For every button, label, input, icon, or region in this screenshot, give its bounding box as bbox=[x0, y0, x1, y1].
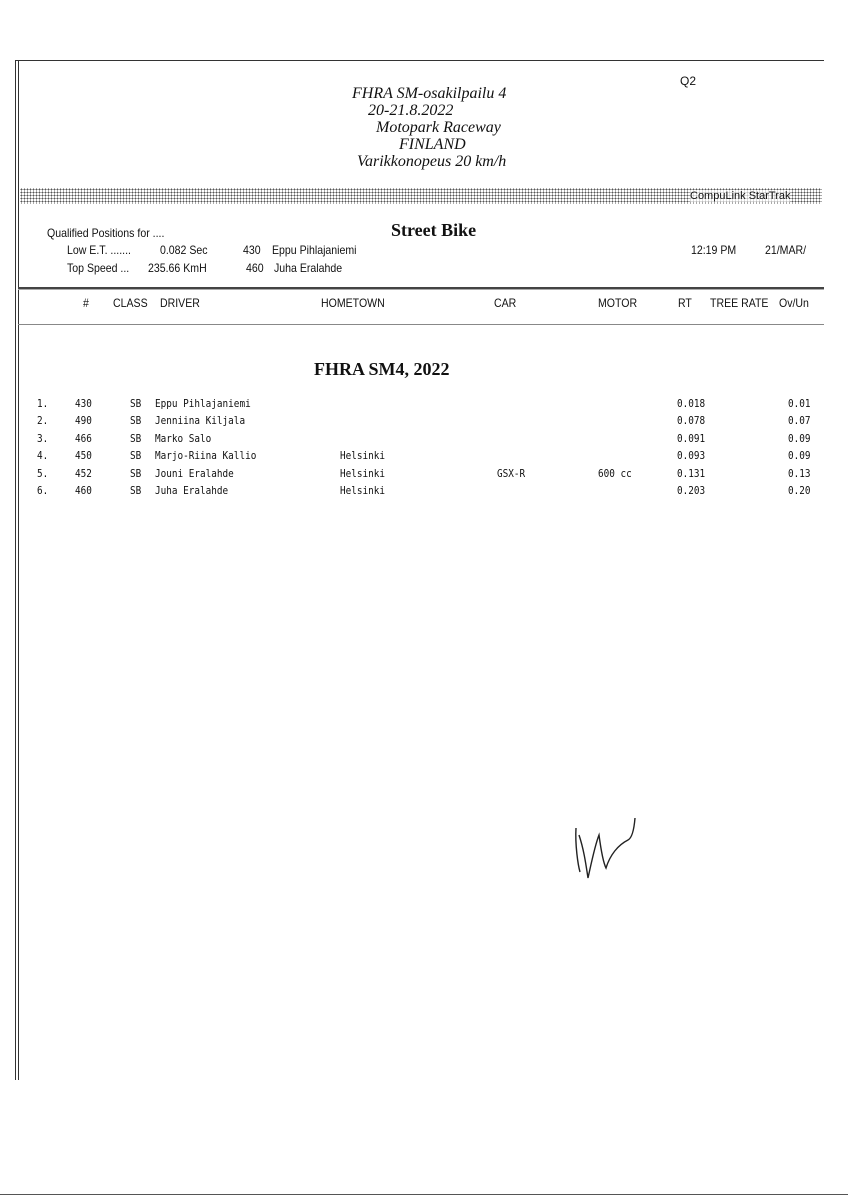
row-driver: Marjo-Riina Kallio bbox=[155, 449, 257, 463]
row-rt: 0.203 bbox=[677, 484, 706, 497]
columns-rule bbox=[18, 324, 824, 325]
col-ovun: Ov/Un bbox=[779, 296, 809, 310]
col-class: CLASS bbox=[113, 296, 148, 310]
row-ovun: 0.13 bbox=[788, 466, 811, 480]
row-number: 466 bbox=[75, 431, 92, 445]
row-hometown: Helsinki bbox=[340, 449, 386, 463]
row-class: SB bbox=[130, 414, 142, 428]
col-num: # bbox=[83, 296, 89, 310]
print-time: 12:19 PM bbox=[691, 243, 737, 257]
row-position: 1. bbox=[37, 397, 49, 410]
row-rt: 0.091 bbox=[677, 431, 706, 445]
row-class: SB bbox=[130, 466, 142, 480]
row-ovun: 0.07 bbox=[788, 414, 811, 428]
low-et-number: 430 bbox=[243, 243, 261, 257]
row-rt: 0.018 bbox=[677, 397, 706, 410]
row-hometown: Helsinki bbox=[340, 466, 386, 480]
row-position: 2. bbox=[37, 414, 49, 428]
event-dates: 20-21.8.2022 bbox=[368, 102, 454, 119]
row-number: 452 bbox=[75, 466, 92, 480]
qualifier-label: Q2 bbox=[680, 74, 697, 88]
low-et-value: 0.082 Sec bbox=[160, 243, 208, 257]
row-position: 6. bbox=[37, 484, 49, 497]
col-driver: DRIVER bbox=[160, 296, 200, 310]
event-venue: Motopark Raceway bbox=[376, 119, 501, 136]
class-title: Street Bike bbox=[391, 220, 477, 240]
row-number: 490 bbox=[75, 414, 92, 428]
row-driver: Juha Eralahde bbox=[155, 484, 229, 497]
bottom-edge bbox=[0, 1194, 848, 1195]
row-number: 450 bbox=[75, 449, 92, 463]
top-speed-label: Top Speed ... bbox=[67, 261, 130, 275]
low-et-driver: Eppu Pihlajaniemi bbox=[272, 243, 357, 257]
col-hometown: HOMETOWN bbox=[321, 296, 385, 310]
low-et-label: Low E.T. ....... bbox=[67, 243, 131, 257]
row-rt: 0.078 bbox=[677, 414, 706, 428]
row-motor: 600 cc bbox=[598, 466, 632, 480]
top-speed-driver: Juha Eralahde bbox=[274, 261, 343, 275]
top-speed-number: 460 bbox=[246, 261, 264, 275]
row-hometown: Helsinki bbox=[340, 484, 386, 497]
row-class: SB bbox=[130, 484, 142, 497]
row-driver: Jouni Eralahde bbox=[155, 466, 234, 480]
signature bbox=[575, 817, 636, 879]
row-ovun: 0.09 bbox=[788, 449, 811, 463]
row-position: 5. bbox=[37, 466, 49, 480]
left-border bbox=[15, 60, 19, 1080]
pit-speed: Varikkonopeus 20 km/h bbox=[357, 153, 507, 170]
row-class: SB bbox=[130, 431, 142, 445]
row-position: 4. bbox=[37, 449, 49, 463]
top-speed-value: 235.66 KmH bbox=[148, 261, 207, 275]
section-title: FHRA SM4, 2022 bbox=[314, 359, 450, 379]
qualified-label: Qualified Positions for .... bbox=[47, 226, 165, 240]
row-driver: Eppu Pihlajaniemi bbox=[155, 397, 251, 410]
row-ovun: 0.01 bbox=[788, 397, 811, 410]
row-number: 460 bbox=[75, 484, 92, 497]
row-rt: 0.131 bbox=[677, 466, 706, 480]
row-car: GSX-R bbox=[497, 466, 526, 480]
top-border bbox=[16, 60, 824, 61]
event-country: FINLAND bbox=[399, 136, 466, 153]
header-rule bbox=[18, 287, 824, 290]
col-rt: RT bbox=[678, 296, 692, 310]
row-rt: 0.093 bbox=[677, 449, 706, 463]
row-ovun: 0.09 bbox=[788, 431, 811, 445]
col-car: CAR bbox=[494, 296, 517, 310]
col-motor: MOTOR bbox=[598, 296, 638, 310]
col-tree-rate: TREE RATE bbox=[710, 296, 769, 310]
banner-brand: CompuLink StarTrak bbox=[690, 190, 791, 202]
row-driver: Marko Salo bbox=[155, 431, 212, 445]
row-driver: Jenniina Kiljala bbox=[155, 414, 246, 428]
print-date: 21/MAR/ bbox=[765, 243, 807, 257]
banner-band bbox=[20, 188, 822, 204]
row-class: SB bbox=[130, 397, 142, 410]
event-title: FHRA SM-osakilpailu 4 bbox=[352, 85, 507, 102]
row-number: 430 bbox=[75, 397, 92, 410]
row-class: SB bbox=[130, 449, 142, 463]
row-ovun: 0.20 bbox=[788, 484, 811, 497]
row-position: 3. bbox=[37, 431, 49, 445]
